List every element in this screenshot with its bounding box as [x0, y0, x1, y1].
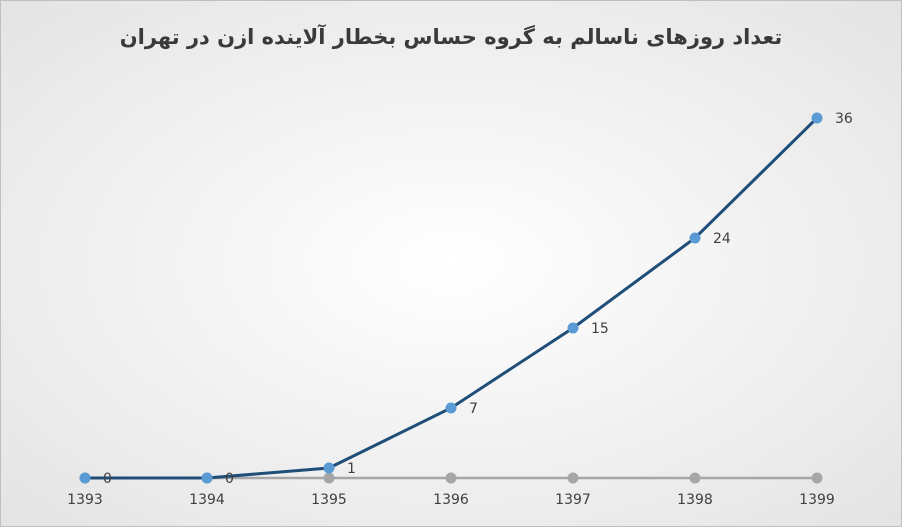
axis-marker [567, 472, 579, 484]
axis-marker [323, 472, 335, 484]
data-point [323, 462, 335, 474]
data-label: 0 [225, 471, 234, 487]
x-tick-label: 1394 [189, 492, 225, 508]
x-tick-label: 1397 [555, 492, 591, 508]
chart-title: تعداد روزهای ناسالم به گروه حساس بخطار آ… [120, 24, 783, 49]
data-label: 15 [591, 321, 609, 337]
data-label: 36 [835, 111, 853, 127]
data-label: 1 [347, 461, 356, 477]
data-point [811, 112, 823, 124]
axis-marker [689, 472, 701, 484]
x-tick-label: 1398 [677, 492, 713, 508]
data-point [445, 402, 457, 414]
x-tick-label: 1399 [799, 492, 835, 508]
x-tick-label: 1395 [311, 492, 347, 508]
axis-marker [811, 472, 823, 484]
data-point [689, 232, 701, 244]
data-label: 24 [713, 231, 731, 247]
data-point [201, 472, 213, 484]
data-label: 7 [469, 401, 478, 417]
axis-marker [445, 472, 457, 484]
data-label: 0 [103, 471, 112, 487]
data-point [79, 472, 91, 484]
x-tick-label: 1396 [433, 492, 469, 508]
data-point [567, 322, 579, 334]
x-tick-label: 1393 [67, 492, 103, 508]
